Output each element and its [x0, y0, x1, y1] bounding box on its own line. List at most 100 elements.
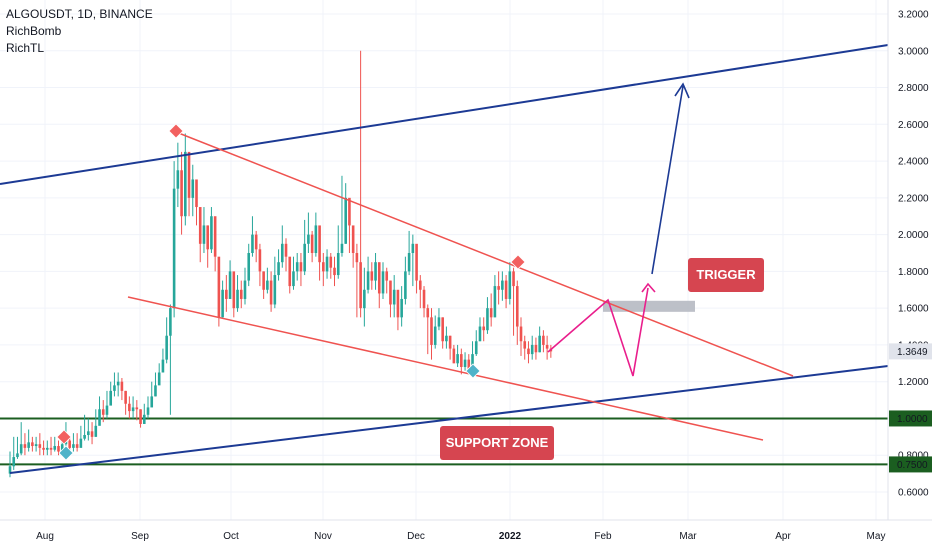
legend-indicator-richbomb[interactable]: RichBomb	[6, 24, 62, 38]
candle-body	[12, 457, 16, 467]
candle	[221, 280, 224, 318]
candle	[16, 436, 19, 459]
candle	[493, 275, 497, 318]
candle-body	[292, 271, 295, 287]
candle-body	[31, 442, 34, 447]
trigger-badge: TRIGGER	[688, 258, 764, 292]
candle	[273, 256, 277, 309]
candle-body	[295, 262, 299, 272]
time-tick-label: Aug	[36, 531, 54, 542]
candle-body	[180, 170, 183, 217]
candle	[400, 286, 403, 327]
candle-body	[57, 446, 60, 452]
breakout-arrow-line	[651, 85, 684, 275]
time-tick-label: Apr	[775, 531, 791, 542]
candle-body	[266, 280, 269, 290]
price-tick-label: 2.8000	[898, 83, 929, 94]
candle-body	[389, 280, 392, 305]
candle-body	[318, 225, 321, 263]
candle-body	[225, 289, 228, 299]
price-tick-label: 2.2000	[898, 193, 929, 204]
candle	[318, 225, 321, 281]
candle	[474, 330, 478, 356]
candle	[12, 436, 16, 470]
candle-body	[90, 431, 94, 437]
candle-body	[348, 197, 351, 226]
candle	[128, 396, 131, 419]
candle	[512, 267, 515, 336]
candle	[295, 253, 299, 281]
candle	[239, 280, 243, 309]
candle-body	[534, 344, 538, 353]
candle-body	[161, 359, 165, 373]
candle	[75, 433, 79, 452]
candle-body	[113, 385, 116, 391]
price-axis[interactable]: 0.60000.80001.00001.20001.40001.60001.80…	[887, 0, 932, 520]
legend-indicator-richtl[interactable]: RichTL	[6, 41, 45, 55]
candle-body	[340, 243, 344, 253]
candle	[523, 335, 527, 360]
candle	[359, 50, 362, 318]
candle-body	[396, 289, 400, 318]
candle	[407, 230, 411, 276]
candle	[366, 256, 370, 294]
candle	[53, 436, 57, 452]
last-price-label: 1.3649	[897, 347, 928, 358]
candle-body	[98, 409, 101, 426]
time-axis[interactable]: Aug Sep Oct Nov Dec 2022 Feb Mar Apr May	[0, 519, 932, 542]
candle-body	[176, 170, 180, 189]
candle	[225, 275, 228, 312]
candle	[280, 225, 284, 268]
candle	[146, 396, 150, 419]
candle-body	[284, 243, 288, 257]
candle	[538, 326, 541, 353]
pivot-low-marker	[58, 445, 74, 461]
time-tick-label: Sep	[131, 531, 149, 542]
candle	[206, 225, 209, 268]
candle-body	[27, 442, 30, 448]
candle	[172, 161, 176, 318]
candle	[42, 440, 45, 456]
candle-body	[146, 407, 150, 415]
candle-body	[154, 385, 157, 397]
candle	[463, 352, 467, 371]
candle-body	[128, 403, 131, 412]
candle-body	[355, 253, 359, 263]
candle	[348, 197, 351, 253]
candle-body	[512, 271, 515, 287]
candle	[363, 267, 366, 327]
candle-body	[515, 286, 519, 327]
candle-body	[448, 335, 452, 349]
candle-body	[400, 298, 403, 318]
candle	[269, 271, 273, 312]
candle-body	[68, 440, 71, 448]
candle-body	[19, 444, 23, 454]
candle	[307, 212, 310, 253]
candle-body	[478, 326, 482, 342]
candle	[254, 230, 258, 263]
candle	[8, 451, 12, 478]
candle-body	[269, 280, 273, 305]
candle	[169, 304, 172, 415]
candle-body	[445, 335, 448, 342]
candle-body	[87, 431, 90, 436]
candle-body	[254, 234, 258, 250]
candle-body	[221, 289, 224, 318]
legend-symbol[interactable]: ALGOUSDT, 1D, BINANCE	[6, 7, 153, 21]
candle	[422, 286, 426, 318]
candle-body	[482, 326, 486, 331]
candle	[195, 179, 198, 226]
candle	[530, 335, 534, 360]
candle-body	[120, 381, 124, 391]
candle-body	[16, 453, 19, 458]
price-tick-label: 0.8000	[898, 451, 929, 462]
price-tick-label: 2.6000	[898, 120, 929, 131]
time-tick-label: Nov	[314, 531, 332, 542]
candle-body	[501, 280, 504, 290]
candle	[23, 433, 27, 456]
candle-body	[191, 179, 195, 198]
candle	[385, 267, 389, 294]
candle-body	[79, 438, 83, 448]
price-tick-label: 3.0000	[898, 46, 929, 57]
